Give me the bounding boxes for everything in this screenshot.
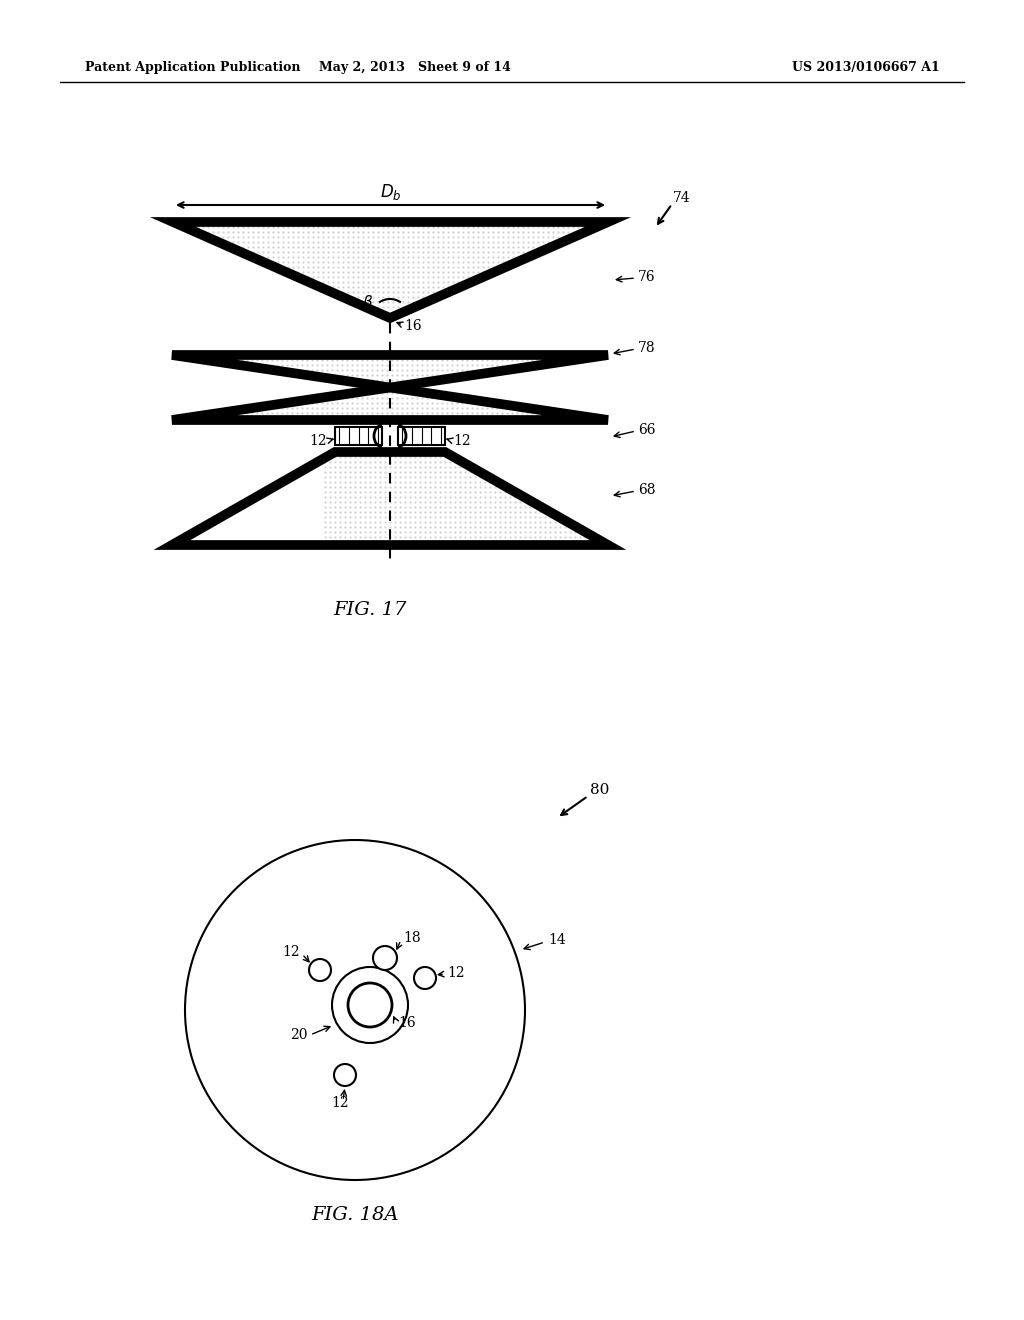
Text: 80: 80	[590, 783, 609, 797]
Text: Patent Application Publication: Patent Application Publication	[85, 62, 300, 74]
Circle shape	[334, 1064, 356, 1086]
Text: $D_b$: $D_b$	[380, 182, 401, 202]
Text: 12: 12	[447, 966, 465, 979]
Circle shape	[373, 946, 397, 970]
Text: 74: 74	[673, 191, 691, 205]
Circle shape	[185, 840, 525, 1180]
Text: 66: 66	[638, 422, 655, 437]
Text: 20: 20	[291, 1028, 308, 1041]
Text: 12: 12	[309, 434, 327, 447]
Text: 16: 16	[398, 1016, 416, 1030]
Text: 76: 76	[638, 271, 655, 284]
Text: US 2013/0106667 A1: US 2013/0106667 A1	[793, 62, 940, 74]
Text: 16: 16	[404, 319, 422, 333]
Text: FIG. 17: FIG. 17	[334, 601, 407, 619]
Text: May 2, 2013   Sheet 9 of 14: May 2, 2013 Sheet 9 of 14	[319, 62, 511, 74]
Circle shape	[309, 960, 331, 981]
Text: FIG. 18A: FIG. 18A	[311, 1206, 398, 1224]
Text: 78: 78	[638, 341, 655, 355]
Text: 68: 68	[638, 483, 655, 498]
Bar	[335, 426, 382, 445]
Text: 18: 18	[403, 931, 421, 945]
Bar	[398, 426, 445, 445]
Text: $\beta$: $\beta$	[362, 293, 374, 312]
Circle shape	[414, 968, 436, 989]
Circle shape	[348, 983, 392, 1027]
Text: 12: 12	[283, 945, 300, 960]
Text: 12: 12	[331, 1096, 349, 1110]
Text: 14: 14	[548, 933, 565, 946]
Text: 12: 12	[453, 434, 471, 447]
